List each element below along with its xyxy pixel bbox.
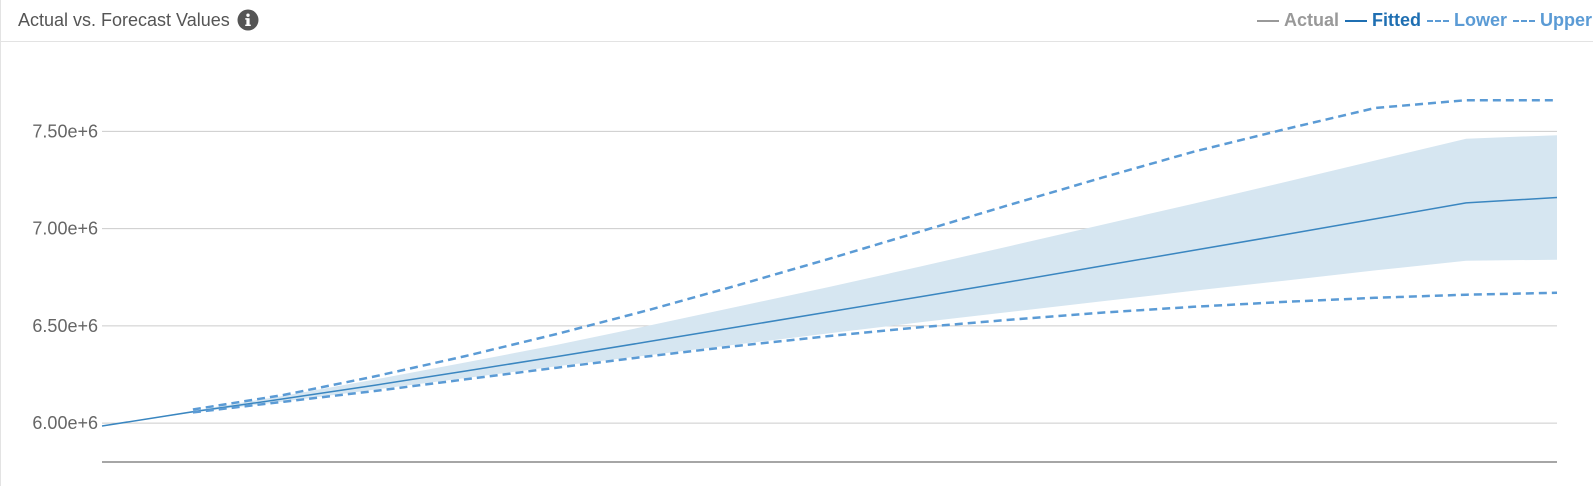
panel-title-wrap: Actual vs. Forecast Values: [18, 9, 259, 31]
legend-item-upper[interactable]: Upper: [1512, 10, 1592, 31]
y-tick-label-1: 6.50e+6: [32, 316, 98, 336]
y-tick-label-0: 6.00e+6: [32, 413, 98, 433]
legend-label-fitted: Fitted: [1371, 10, 1421, 30]
y-tick-label-3: 7.50e+6: [32, 121, 98, 141]
series-line-fitted: [101, 196, 1558, 427]
series-line-upper: [192, 98, 1557, 411]
legend-swatch-fitted: [1344, 19, 1367, 22]
legend-swatch-actual: [1256, 19, 1279, 22]
panel-title: Actual vs. Forecast Values: [18, 9, 230, 30]
legend-label-actual: Actual: [1283, 10, 1339, 30]
legend-label-upper: Upper: [1539, 10, 1592, 30]
confidence-band: [102, 135, 1557, 426]
legend-item-lower[interactable]: Lower: [1426, 10, 1507, 31]
forecast-chart: 6.00e+6 6.50e+6 7.00e+6 7.50e+6: [32, 98, 1558, 463]
chart-legend: Actual Fitted Lower Upper: [1251, 10, 1592, 31]
panel-header: Actual vs. Forecast Values Actual Fitted: [1, 0, 1593, 42]
legend-swatch-lower: [1426, 19, 1449, 22]
info-circle-icon[interactable]: [237, 9, 259, 31]
chart-area: 6.00e+6 6.50e+6 7.00e+6 7.50e+6: [1, 43, 1593, 486]
legend-item-actual[interactable]: Actual: [1256, 10, 1339, 31]
legend-swatch-upper: [1512, 19, 1535, 22]
legend-label-lower: Lower: [1453, 10, 1507, 30]
y-tick-label-2: 7.00e+6: [32, 219, 98, 239]
legend-item-fitted[interactable]: Fitted: [1344, 10, 1421, 31]
